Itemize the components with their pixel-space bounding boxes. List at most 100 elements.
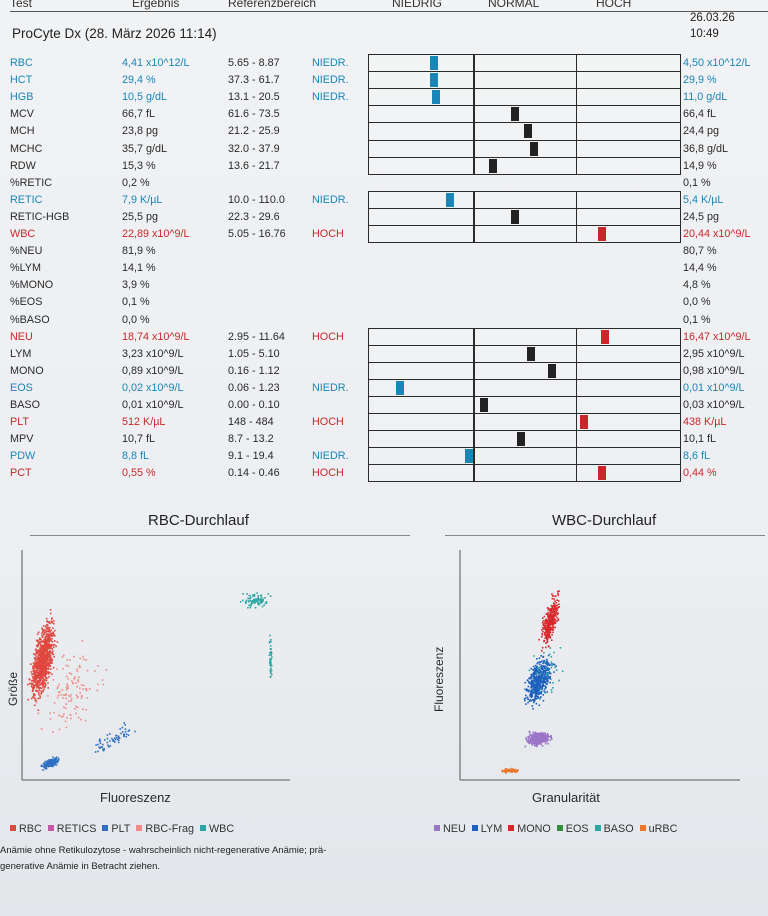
row-previous-result: 0,03 x10^9/L — [683, 399, 745, 411]
range-cell — [369, 447, 680, 465]
row-previous-result: 16,47 x10^9/L — [683, 330, 751, 343]
row-name: HGB — [10, 91, 34, 104]
row-name: EOS — [10, 381, 33, 394]
print-time: 10:49 — [690, 28, 719, 40]
row-value: 29,4 % — [122, 74, 156, 87]
range-cell — [369, 190, 680, 209]
print-date: 26.03.26 — [690, 12, 735, 24]
wbc-title-rule — [445, 535, 765, 536]
row-name: RDW — [10, 159, 36, 172]
range-marker — [598, 226, 607, 241]
row-reference: 13.1 - 20.5 — [228, 91, 280, 104]
range-cell — [369, 88, 680, 106]
table-row: MPV 10,7 fL 8.7 - 13.2 10,1 fL — [0, 433, 768, 449]
row-flag: HOCH — [312, 228, 344, 240]
legend-swatch — [508, 825, 515, 831]
row-reference: 148 - 484 — [228, 416, 274, 429]
table-row: %MONO 3,9 % 4,8 % — [0, 279, 768, 295]
row-flag: HOCH — [312, 330, 344, 343]
row-value: 14,1 % — [122, 262, 156, 275]
legend-label: RBC — [19, 823, 42, 835]
legend-label: RBC-Frag — [145, 823, 194, 835]
range-marker — [548, 363, 557, 378]
wbc-y-label: Fluoreszenz — [432, 646, 446, 712]
footnote-line2: generative Anämie in Betracht ziehen. — [0, 861, 161, 872]
row-value: 15,3 % — [122, 159, 156, 172]
legend-swatch — [47, 825, 54, 831]
row-name: PDW — [10, 450, 36, 463]
table-row: EOS 0,02 x10^9/L 0.06 - 1.23 NIEDR. 0,01 x10… — [0, 382, 768, 398]
row-value: 66,7 fL — [122, 108, 156, 121]
row-flag: HOCH — [312, 467, 344, 480]
row-reference: 8.7 - 13.2 — [228, 433, 274, 446]
row-name: HCT — [10, 74, 33, 87]
wbc-legend: NEU LYM MONO EOS BASO uRBC — [428, 823, 677, 835]
row-previous-result: 0,1 % — [683, 313, 711, 326]
wbc-cloud — [239, 592, 272, 609]
row-name: %LYM — [10, 262, 41, 275]
table-row: RBC 4,41 x10^12/L 5.65 - 8.87 NIEDR. 4,50 x1… — [0, 57, 768, 73]
row-previous-result: 24,4 pg — [683, 125, 720, 138]
range-cell — [369, 327, 680, 346]
range-marker — [598, 466, 607, 481]
row-value: 25,5 pg — [122, 210, 159, 223]
row-name: %RETIC — [10, 176, 52, 189]
wbc-streak — [268, 634, 273, 678]
lym-cloud — [523, 654, 557, 710]
row-previous-result: 0,44 % — [683, 467, 717, 480]
row-reference: 5.65 - 8.87 — [228, 57, 280, 69]
wbc-plot-title: WBC-Durchlauf — [552, 512, 657, 529]
row-reference: 1.05 - 5.10 — [228, 347, 280, 360]
row-previous-result: 4,50 x10^12/L — [683, 57, 751, 69]
row-value: 0,02 x10^9/L — [122, 381, 184, 394]
row-name: LYM — [10, 347, 32, 360]
row-reference: 10.0 - 110.0 — [228, 193, 285, 206]
range-marker — [529, 141, 538, 156]
table-row: PLT 512 K/µL 148 - 484 HOCH 438 K/µL — [0, 416, 768, 432]
row-flag: NIEDR. — [312, 74, 349, 87]
row-value: 0,1 % — [122, 296, 150, 309]
range-cell — [369, 207, 680, 226]
row-previous-result: 2,95 x10^9/L — [683, 347, 745, 360]
row-name: %MONO — [10, 279, 54, 292]
range-marker — [396, 380, 405, 395]
row-previous-result: 5,4 K/µL — [683, 193, 724, 206]
row-flag: NIEDR. — [312, 381, 349, 394]
legend-swatch — [434, 825, 440, 831]
row-value: 10,5 g/dL — [122, 91, 168, 104]
range-cell — [369, 464, 680, 482]
range-marker — [445, 192, 454, 207]
range-marker — [431, 90, 440, 105]
row-name: PCT — [10, 467, 32, 480]
legend-label: RETICS — [56, 823, 97, 835]
row-flag: NIEDR. — [312, 450, 349, 463]
range-grid — [368, 190, 681, 244]
row-reference: 22.3 - 29.6 — [228, 210, 280, 223]
row-name: RETIC-HGB — [10, 210, 70, 223]
row-previous-result: 0,98 x10^9/L — [683, 364, 745, 377]
range-cell — [369, 344, 680, 363]
table-row: MONO 0,89 x10^9/L 0.16 - 1.12 0,98 x10^9/L — [0, 365, 768, 381]
row-reference: 21.2 - 25.9 — [228, 125, 280, 138]
row-previous-result: 0,0 % — [683, 296, 711, 309]
row-name: MCH — [10, 125, 35, 138]
row-flag: NIEDR. — [312, 91, 349, 104]
row-name: WBC — [10, 228, 36, 240]
row-value: 0,2 % — [122, 176, 150, 189]
row-flag: NIEDR. — [312, 57, 349, 69]
rbc-y-label: Größe — [6, 671, 20, 706]
header-reference: Referenzbereich — [228, 0, 317, 10]
table-row: %BASO 0,0 % 0,1 % — [0, 314, 768, 330]
range-cell — [369, 224, 680, 243]
baso-cloud — [528, 647, 564, 700]
rbc-frag-cloud — [35, 640, 108, 733]
row-value: 0,01 x10^9/L — [122, 399, 184, 411]
range-marker — [526, 346, 535, 361]
rbc-title-rule — [30, 535, 410, 536]
row-reference: 13.6 - 21.7 — [228, 159, 280, 172]
row-previous-result: 10,1 fL — [683, 433, 717, 446]
range-cell — [369, 139, 680, 158]
row-reference: 0.00 - 0.10 — [228, 399, 280, 411]
row-previous-result: 29,9 % — [683, 74, 717, 87]
row-value: 512 K/µL — [122, 416, 166, 429]
